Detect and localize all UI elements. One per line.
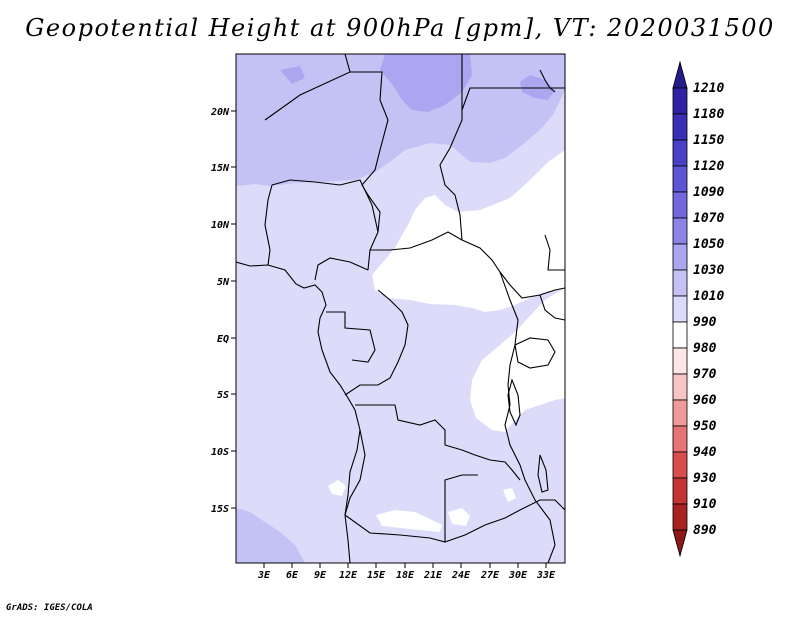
lat-label: 10S: [211, 447, 229, 458]
lon-label: 12E: [339, 570, 358, 581]
field-below-1010-patch: [328, 480, 346, 496]
lon-label: 9E: [314, 570, 327, 581]
border-nigeria: [264, 179, 379, 266]
colorbar-swatch: [672, 191, 688, 219]
map-frame: [235, 53, 566, 564]
field-1030-1050-southwest: [236, 508, 305, 563]
colorbar-label: 1150: [693, 133, 724, 148]
colorbar-label: 1030: [693, 263, 724, 278]
colorbar-label: 1090: [693, 185, 724, 200]
lon-label: 6E: [286, 570, 299, 581]
colorbar-label: 950: [693, 419, 717, 434]
lat-ticks: [231, 110, 236, 509]
lat-label: 15S: [211, 504, 229, 515]
lon-ticks: [263, 563, 547, 568]
field-below-1010-patch-2: [448, 508, 470, 526]
border-cameroon: [314, 231, 565, 299]
lat-label: 5N: [217, 277, 230, 288]
border-gabon: [326, 311, 376, 363]
footer-credit: GrADS: IGES/COLA: [6, 603, 93, 613]
lon-label: 33E: [536, 570, 556, 581]
colorbar-swatch: [672, 477, 688, 505]
colorbar-swatch: [672, 269, 688, 297]
field-1050-1070-north: [380, 54, 472, 112]
colorbar-swatch: [672, 139, 688, 167]
colorbar-arrow-top: [672, 60, 688, 89]
lat-labels: 20N 15N 10N 5N EQ 5S 10S 15S: [210, 107, 230, 515]
colorbar-label: 1210: [693, 81, 724, 96]
coast-northeast: [539, 69, 556, 93]
colorbar-swatch: [672, 217, 688, 245]
colorbar-arrow-bottom: [672, 529, 688, 558]
colorbar-label: 960: [693, 393, 717, 408]
lon-label: 21E: [423, 570, 443, 581]
colorbar-label: 980: [693, 341, 717, 356]
lon-labels: 3E 6E 9E 12E 15E 18E 21E 24E 27E 30E 33E: [257, 570, 556, 581]
field-below-1010-south: [376, 510, 442, 532]
colorbar-swatch: [672, 295, 688, 323]
border-sahel: [264, 54, 389, 271]
lake-victoria: [514, 337, 556, 369]
lake-tanganyika: [507, 378, 521, 427]
chart-title: Geopotential Height at 900hPa [gpm], VT:…: [25, 14, 775, 42]
border-east: [499, 271, 556, 563]
lat-label: 10N: [211, 220, 230, 231]
colorbar-label: 910: [693, 497, 717, 512]
border-ethiopia: [539, 234, 565, 321]
border-congo: [344, 289, 409, 396]
coastline-west: [236, 261, 361, 563]
colorbar-label: 940: [693, 445, 717, 460]
lat-label: 5S: [217, 390, 229, 401]
lat-label: 20N: [210, 107, 230, 118]
colorbar-swatch: [672, 373, 688, 401]
field-1050-1070-west: [280, 66, 305, 84]
colorbar-label: 930: [693, 471, 717, 486]
colorbar-swatch: [672, 425, 688, 453]
colorbar-label: 1180: [693, 107, 724, 122]
border-zambia: [444, 499, 565, 543]
lat-label: EQ: [217, 334, 229, 345]
border-angola: [344, 429, 478, 543]
colorbar-swatch: [672, 243, 688, 271]
lon-label: 27E: [480, 570, 500, 581]
colorbar-swatch: [672, 87, 688, 115]
colorbar-label: 890: [693, 523, 717, 538]
colorbar-swatch: [672, 113, 688, 141]
colorbar-swatch: [672, 503, 688, 531]
colorbar-swatch: [672, 399, 688, 427]
border-drc-south: [355, 404, 521, 481]
border-car-sudan: [439, 54, 565, 241]
colorbar: 1210 1180 1150 1120 1090 1070 1050 1030 1010 990 9…: [672, 60, 724, 558]
country-borders: [236, 54, 565, 563]
colorbar-swatch: [672, 321, 688, 349]
lat-label: 15N: [211, 163, 230, 174]
colorbar-label: 1070: [693, 211, 724, 226]
height-field: [236, 54, 565, 563]
colorbar-label: 1050: [693, 237, 724, 252]
colorbar-swatch: [672, 165, 688, 193]
lon-label: 18E: [396, 570, 415, 581]
lon-label: 24E: [451, 570, 471, 581]
colorbar-label: 990: [693, 315, 717, 330]
colorbar-swatch: [672, 451, 688, 479]
colorbar-label: 1010: [693, 289, 724, 304]
lon-label: 15E: [367, 570, 386, 581]
colorbar-swatch: [672, 347, 688, 375]
colorbar-label: 1120: [693, 159, 724, 174]
lon-label: 30E: [508, 570, 528, 581]
lon-label: 3E: [257, 570, 271, 581]
field-below-1010-central: [372, 150, 565, 312]
lake-malawi: [537, 454, 549, 493]
colorbar-label: 970: [693, 367, 717, 382]
field-below-1010-patch-3: [503, 488, 516, 502]
